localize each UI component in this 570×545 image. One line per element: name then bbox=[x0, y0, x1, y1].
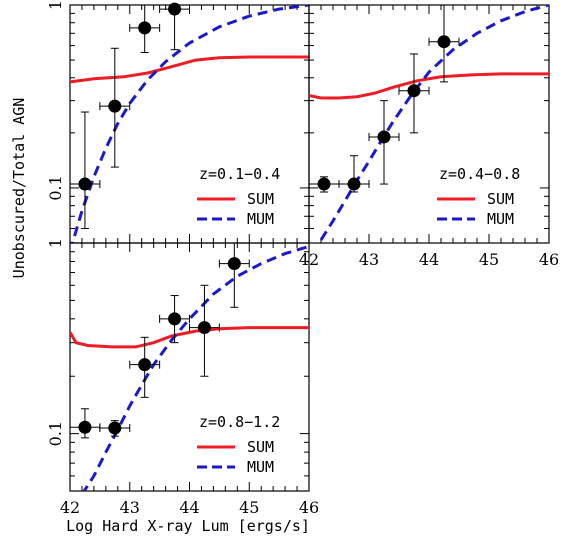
legend-mum-label: MUM bbox=[247, 210, 274, 228]
y-axis-label: Unobscured/Total AGN bbox=[10, 98, 28, 279]
y-tick-label: 1 bbox=[46, 0, 65, 10]
data-point bbox=[108, 99, 122, 113]
x-tick-label: 44 bbox=[179, 498, 199, 517]
legend-mum-label: MUM bbox=[487, 210, 514, 228]
data-point bbox=[168, 2, 182, 16]
x-tick-label: 46 bbox=[539, 250, 559, 269]
y-tick-label: 0.1 bbox=[46, 175, 65, 200]
y-tick-label: 0.1 bbox=[46, 421, 65, 446]
x-tick-label: 43 bbox=[359, 250, 379, 269]
x-tick-label: 45 bbox=[239, 498, 259, 517]
data-point bbox=[407, 84, 421, 98]
data-point bbox=[227, 257, 241, 271]
data-point bbox=[108, 421, 122, 435]
data-point bbox=[377, 130, 391, 144]
sum-curve bbox=[70, 55, 309, 84]
legend-mum-label: MUM bbox=[247, 458, 274, 476]
data-point bbox=[78, 177, 92, 191]
mum-curve bbox=[70, 5, 309, 243]
mum-curve bbox=[319, 5, 549, 241]
data-point bbox=[168, 312, 182, 326]
x-axis-label: Log Hard X-ray Lum [ergs/s] bbox=[66, 517, 310, 535]
x-tick-label: 45 bbox=[479, 250, 499, 269]
data-point bbox=[138, 358, 152, 372]
y-tick-label: 1 bbox=[46, 238, 65, 248]
mum-curve bbox=[82, 244, 309, 491]
data-point bbox=[78, 420, 92, 434]
data-point bbox=[317, 177, 331, 191]
curves bbox=[70, 5, 309, 243]
curves bbox=[70, 244, 309, 491]
data-point bbox=[437, 35, 451, 49]
data-point bbox=[138, 21, 152, 35]
panel-1: 0.1 1 z=0.1−0.4 SUM MUM bbox=[46, 0, 310, 244]
data-point bbox=[347, 177, 361, 191]
panel-redshift-label: z=0.8−1.2 bbox=[199, 413, 280, 431]
x-tick-label: 46 bbox=[299, 498, 319, 517]
x-tick-label: 43 bbox=[120, 498, 140, 517]
sum-curve bbox=[70, 326, 309, 349]
legend-sum-label: SUM bbox=[487, 190, 514, 208]
panel-redshift-label: z=0.4−0.8 bbox=[439, 165, 520, 183]
x-tick-label: 42 bbox=[60, 498, 80, 517]
curves bbox=[309, 5, 549, 241]
legend-sum-label: SUM bbox=[247, 190, 274, 208]
panel-redshift-label: z=0.1−0.4 bbox=[199, 165, 280, 183]
legend-sum-label: SUM bbox=[247, 438, 274, 456]
x-tick-label: 44 bbox=[419, 250, 439, 269]
sum-curve bbox=[309, 72, 549, 100]
panel-3: 42 43 44 45 46 0.1 1 z=0.8−1.2 SUM MUM bbox=[46, 238, 319, 517]
data-point bbox=[197, 321, 211, 335]
